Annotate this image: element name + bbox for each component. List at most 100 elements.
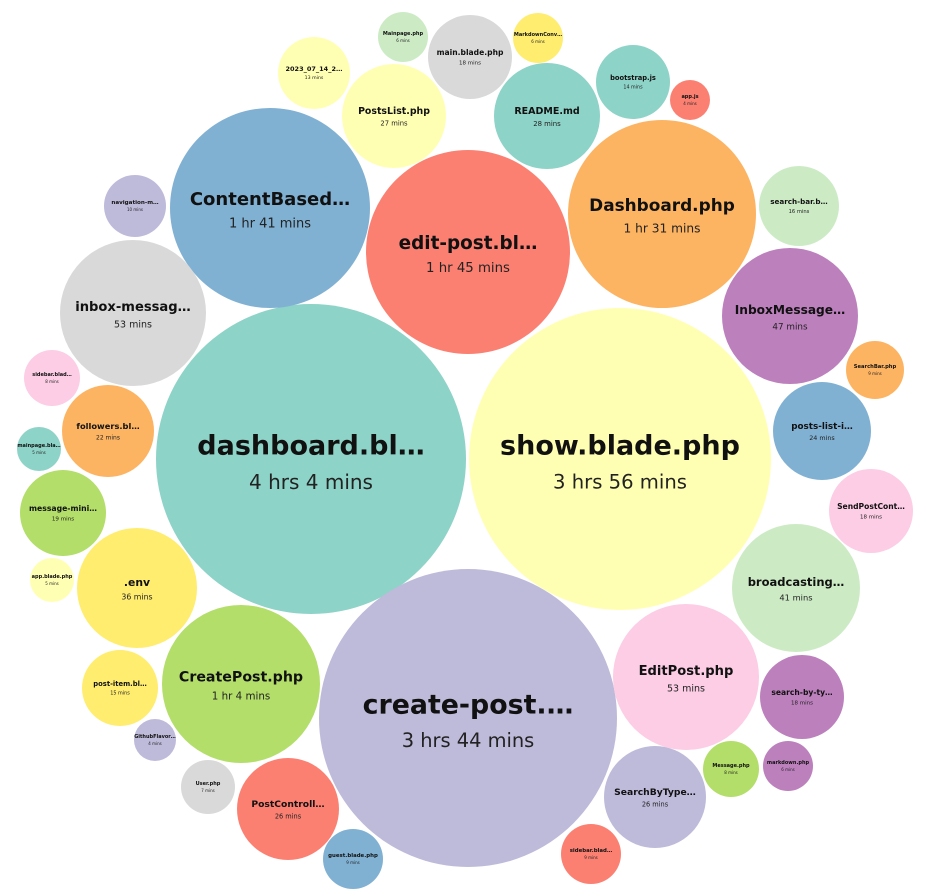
bubble[interactable]: .env 36 mins [77, 528, 197, 648]
bubble-circle[interactable] [596, 45, 670, 119]
bubble-circle[interactable] [703, 741, 759, 797]
bubble-circle[interactable] [342, 64, 446, 168]
bubble[interactable]: CreatePost.php 1 hr 4 mins [162, 605, 320, 763]
bubble[interactable]: PostControll… 26 mins [237, 758, 339, 860]
bubble-circle[interactable] [170, 108, 370, 308]
bubble-circle[interactable] [162, 605, 320, 763]
bubble-circle[interactable] [24, 350, 80, 406]
bubble-time-value: 26 mins [275, 813, 302, 821]
bubble-label: GithubFlavor… [134, 734, 176, 740]
bubble[interactable]: search-bar.b… 16 mins [759, 166, 839, 246]
bubble[interactable]: InboxMessage… 47 mins [722, 248, 858, 384]
bubble[interactable]: bootstrap.js 14 mins [596, 45, 670, 119]
bubble-circle[interactable] [613, 604, 759, 750]
bubble-circle[interactable] [722, 248, 858, 384]
bubble[interactable]: post-item.bl… 15 mins [82, 650, 158, 726]
bubble-circle[interactable] [604, 746, 706, 848]
bubble-label: SearchBar.php [854, 364, 897, 370]
bubble[interactable]: README.md 28 mins [494, 63, 600, 169]
bubble[interactable]: navigation-m…10 mins [104, 175, 166, 237]
bubble-circle[interactable] [568, 120, 756, 308]
bubble[interactable]: app.js4 mins [670, 80, 710, 120]
bubble-circle[interactable] [561, 824, 621, 884]
bubble-time-value: 28 mins [533, 120, 561, 128]
bubble-circle[interactable] [237, 758, 339, 860]
bubble[interactable]: MarkdownConv…6 mins [513, 13, 563, 63]
bubble[interactable]: message-mini… 19 mins [20, 470, 106, 556]
bubble-circle[interactable] [428, 15, 512, 99]
bubble[interactable]: search-by-ty… 18 mins [760, 655, 844, 739]
bubble-time-value: 5 mins [45, 581, 58, 586]
bubble-time-value: 3 hrs 44 mins [402, 729, 535, 752]
bubble-circle[interactable] [759, 166, 839, 246]
bubble-circle[interactable] [732, 524, 860, 652]
bubble[interactable]: main.blade.php 18 mins [428, 15, 512, 99]
bubble-time-value: 53 mins [667, 683, 705, 694]
bubble[interactable]: show.blade.php 3 hrs 56 mins [469, 308, 771, 610]
bubble-circle[interactable] [469, 308, 771, 610]
bubble[interactable]: SearchByType… 26 mins [604, 746, 706, 848]
bubble-time-value: 9 mins [584, 855, 597, 860]
bubble[interactable]: broadcasting… 41 mins [732, 524, 860, 652]
bubble-circle[interactable] [829, 469, 913, 553]
bubble-circle[interactable] [60, 240, 206, 386]
bubble[interactable]: followers.bl… 22 mins [62, 385, 154, 477]
bubble-circle[interactable] [156, 304, 466, 614]
bubble-label: 2023_07_14_2… [286, 65, 343, 73]
bubble-circle[interactable] [62, 385, 154, 477]
bubble[interactable]: PostsList.php 27 mins [342, 64, 446, 168]
bubble[interactable]: sidebar.blad…9 mins [561, 824, 621, 884]
bubble-label: sidebar.blad… [570, 848, 613, 854]
bubble-circle[interactable] [181, 760, 235, 814]
bubble-label: inbox-messag… [75, 300, 190, 315]
bubble-circle[interactable] [17, 427, 61, 471]
bubble-time-value: 1 hr 4 mins [212, 690, 270, 702]
bubble[interactable]: 2023_07_14_2… 13 mins [278, 37, 350, 109]
bubble[interactable]: Dashboard.php 1 hr 31 mins [568, 120, 756, 308]
bubble-circle[interactable] [82, 650, 158, 726]
bubble[interactable]: EditPost.php 53 mins [613, 604, 759, 750]
bubble[interactable]: inbox-messag… 53 mins [60, 240, 206, 386]
bubble[interactable]: posts-list-i… 24 mins [773, 382, 871, 480]
bubble-circle[interactable] [20, 470, 106, 556]
bubble-circle[interactable] [670, 80, 710, 120]
bubble[interactable]: create-post.… 3 hrs 44 mins [319, 569, 617, 867]
bubble-label: User.php [196, 781, 221, 787]
bubble[interactable]: dashboard.bl… 4 hrs 4 mins [156, 304, 466, 614]
bubble[interactable]: ContentBased… 1 hr 41 mins [170, 108, 370, 308]
bubble[interactable]: sidebar.blad…8 mins [24, 350, 80, 406]
bubble-circle[interactable] [134, 719, 176, 761]
bubble[interactable]: mainpage.bla…5 mins [17, 427, 61, 471]
bubble-circle[interactable] [378, 12, 428, 62]
bubble-label: CreatePost.php [179, 670, 303, 686]
bubble-label: show.blade.php [500, 430, 740, 461]
bubble-circle[interactable] [77, 528, 197, 648]
bubble-label: mainpage.bla… [17, 443, 60, 449]
bubble-label: app.js [681, 94, 698, 100]
bubble-circle[interactable] [319, 569, 617, 867]
bubble-circle[interactable] [763, 741, 813, 791]
bubble-time-value: 6 mins [531, 39, 544, 44]
bubble[interactable]: edit-post.bl… 1 hr 45 mins [366, 150, 570, 354]
bubble-circle[interactable] [513, 13, 563, 63]
bubble-circle[interactable] [366, 150, 570, 354]
bubble-label: broadcasting… [748, 575, 845, 589]
bubble-circle[interactable] [494, 63, 600, 169]
bubble[interactable]: SendPostCont… 18 mins [829, 469, 913, 553]
bubble-circle[interactable] [760, 655, 844, 739]
bubble-circle[interactable] [773, 382, 871, 480]
bubble-circle[interactable] [278, 37, 350, 109]
bubble-circle[interactable] [323, 829, 383, 889]
bubble-circle[interactable] [30, 558, 74, 602]
bubble-circle[interactable] [846, 341, 904, 399]
bubble-circle[interactable] [104, 175, 166, 237]
bubble[interactable]: GithubFlavor…4 mins [134, 719, 176, 761]
